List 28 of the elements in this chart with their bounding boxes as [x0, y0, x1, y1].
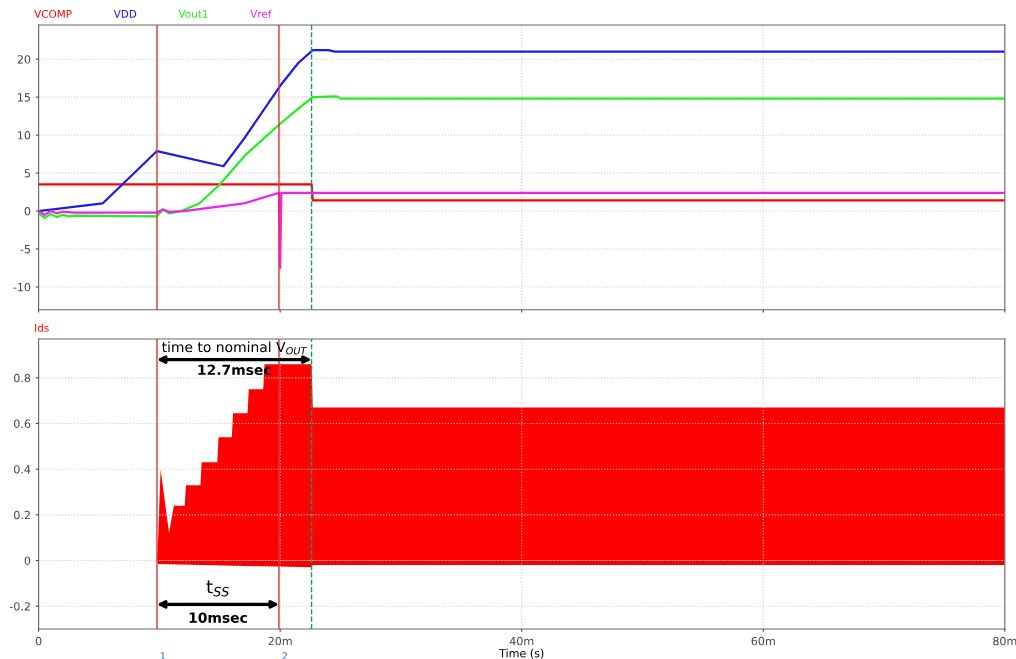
- x-tick-label: 0: [35, 636, 42, 646]
- y-tick-label: 0.6: [14, 419, 31, 428]
- y-tick-label: 10: [18, 131, 31, 140]
- x-axis-title: Time (s): [499, 648, 544, 659]
- y-tick-label: 0: [24, 556, 31, 565]
- y-tick-label: -10: [13, 282, 31, 292]
- text: Vout1: [178, 10, 208, 18]
- x-tick-label: 40m: [509, 636, 534, 646]
- y-tick-label: -5: [20, 245, 30, 254]
- y-tick-label: 0.8: [14, 373, 31, 383]
- annotation: t$_{SS}$: [206, 580, 229, 597]
- y-tick-label: 5: [24, 169, 30, 178]
- y-tick-label: 15: [18, 93, 30, 102]
- text: VCOMP: [34, 9, 72, 18]
- annotation: 10msec: [189, 612, 247, 623]
- text: Ids: [35, 323, 49, 332]
- x-tick-label: 60m: [751, 636, 775, 646]
- x-tick-label: 20m: [268, 636, 292, 646]
- annotation: 1: [160, 652, 166, 659]
- y-tick-label: 0.4: [14, 465, 31, 474]
- annotation: 2: [282, 652, 287, 659]
- text: Vref: [250, 9, 272, 18]
- y-tick-label: 0: [24, 207, 31, 216]
- x-tick-label: 80m: [993, 636, 1016, 646]
- y-tick-label: 0.2: [14, 510, 30, 520]
- text: VDD: [113, 10, 137, 18]
- y-tick-label: 20: [17, 55, 31, 64]
- y-tick-label: -0.2: [9, 602, 30, 611]
